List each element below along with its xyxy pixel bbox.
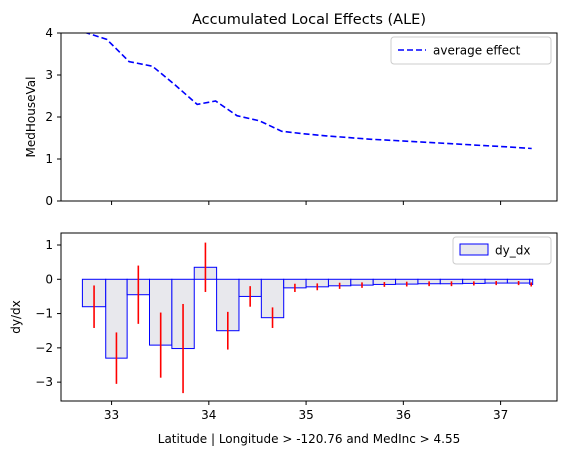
top-legend-box [390, 36, 552, 65]
bottom-xtick-label: 37 [493, 408, 508, 422]
bottom-ytick-label: −3 [35, 375, 53, 389]
top-ytick-label: 0 [45, 194, 53, 208]
top-legend: average effect [390, 36, 552, 65]
bottom-x-axis: 33 34 35 36 37 [104, 401, 508, 422]
bottom-ytick-label: 0 [45, 272, 53, 286]
bottom-xlabel: Latitude | Longitude > -120.76 and MedIn… [158, 432, 460, 446]
bottom-axes-frame [60, 232, 558, 402]
top-legend-label: average effect [433, 44, 521, 58]
bottom-xtick-label: 33 [104, 408, 119, 422]
bottom-legend-patch-icon [459, 243, 489, 256]
top-ytick-label: 2 [45, 110, 53, 124]
bottom-axes: −3 −2 −1 0 1 33 34 35 36 37 dy/dx Latitude | Lon… [9, 232, 558, 446]
top-ytick-label: 1 [45, 152, 53, 166]
top-axes: Accumulated Local Effects (ALE) 0 1 2 3 4 Me… [24, 12, 558, 208]
bottom-plot-area [81, 242, 534, 394]
bottom-y-axis: −3 −2 −1 0 1 [35, 238, 61, 389]
bottom-ylabel: dy/dx [9, 300, 23, 333]
top-title: Accumulated Local Effects (ALE) [192, 12, 426, 28]
bottom-xtick-label: 35 [298, 408, 313, 422]
top-ylabel: MedHouseVal [24, 77, 38, 158]
bottom-ytick-label: 1 [45, 238, 53, 252]
top-plot-area [84, 33, 532, 150]
bottom-xtick-label: 36 [396, 408, 411, 422]
bottom-legend-label: dy_dx [495, 244, 530, 258]
top-x-axis [111, 201, 502, 205]
top-ytick-label: 3 [45, 68, 53, 82]
average-effect-line [84, 33, 532, 150]
top-axes-frame [60, 32, 558, 202]
bottom-xtick-label: 34 [201, 408, 216, 422]
top-y-axis: 0 1 2 3 4 [45, 26, 61, 208]
top-ytick-label: 4 [45, 26, 53, 40]
bottom-legend: dy_dx [452, 236, 552, 265]
bottom-ytick-label: −2 [35, 341, 53, 355]
bottom-ytick-label: −1 [35, 307, 53, 321]
